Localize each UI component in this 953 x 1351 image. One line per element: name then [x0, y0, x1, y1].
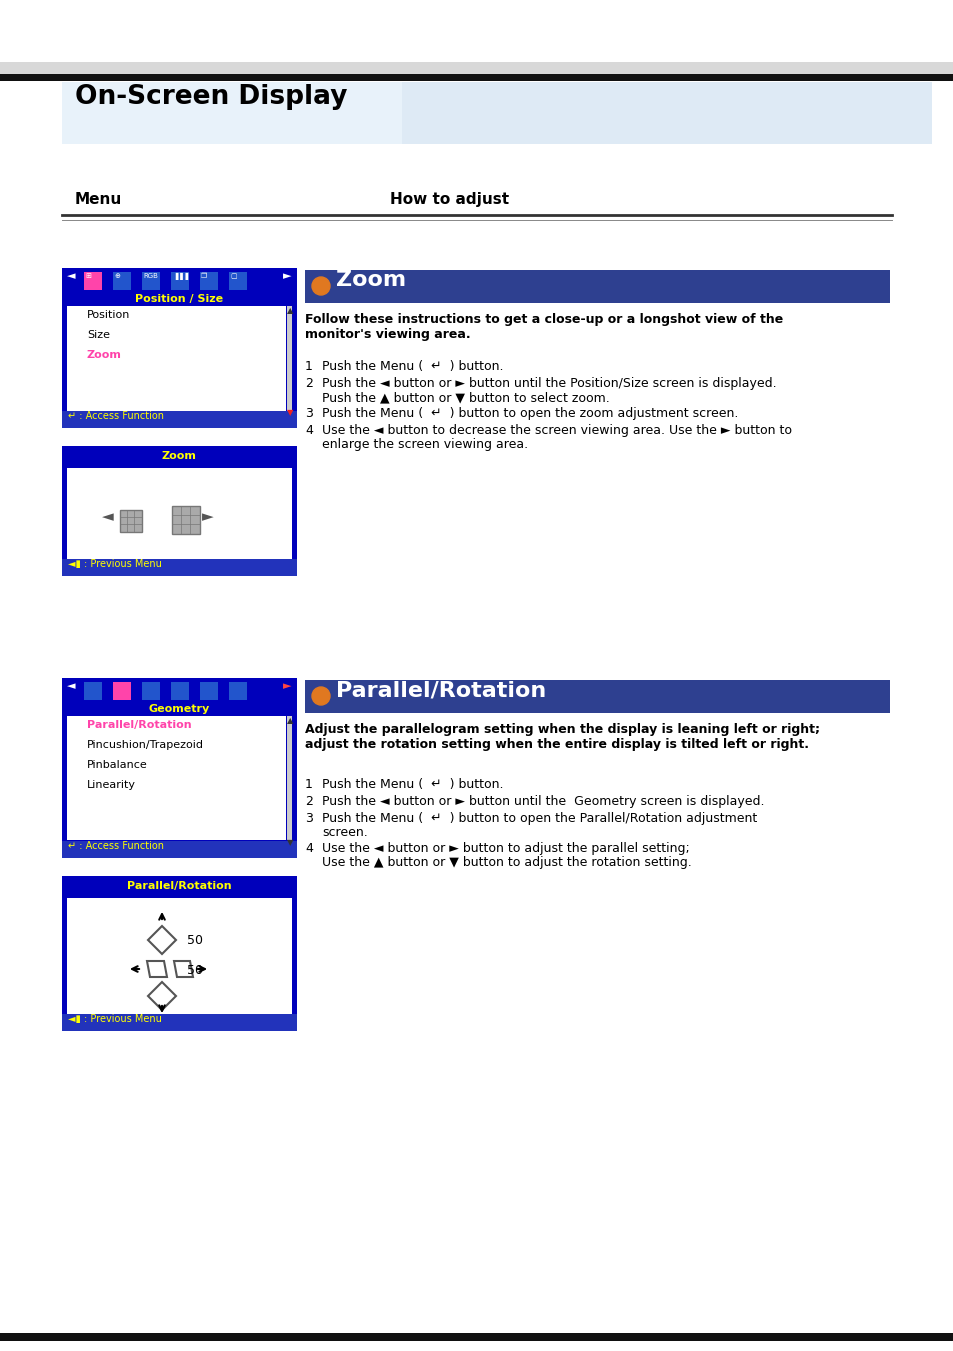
Bar [62, 82, 401, 145]
Text: ►: ► [283, 681, 292, 690]
Text: ▲: ▲ [287, 716, 294, 725]
Text: 3: 3 [305, 407, 313, 420]
Text: ▼: ▼ [287, 838, 294, 847]
Text: 1: 1 [305, 778, 313, 790]
Bar [62, 875, 296, 1031]
Bar [399, 112, 931, 145]
Text: Size: Size [87, 330, 110, 340]
Text: ◄: ◄ [67, 681, 75, 690]
Bar [84, 682, 102, 700]
Bar [200, 682, 218, 700]
Text: Push the Menu (  ↵  ) button.: Push the Menu ( ↵ ) button. [322, 778, 503, 790]
Bar [305, 270, 889, 303]
Text: Zoom: Zoom [335, 270, 406, 290]
Bar [171, 272, 189, 290]
Text: ⊕: ⊕ [113, 273, 120, 280]
Bar [67, 467, 292, 561]
Bar [229, 682, 247, 700]
Bar [172, 507, 200, 534]
Text: Push the ◄ button or ► button until the Position/Size screen is displayed.: Push the ◄ button or ► button until the … [322, 377, 776, 390]
Text: Parallel/Rotation: Parallel/Rotation [127, 881, 231, 892]
Bar [287, 716, 292, 840]
Text: Follow these instructions to get a close-up or a longshot view of the
monitor's : Follow these instructions to get a close… [305, 313, 782, 340]
Bar [62, 559, 296, 576]
Text: enlarge the screen viewing area.: enlarge the screen viewing area. [322, 438, 528, 451]
Bar [62, 1015, 296, 1031]
Bar [0, 62, 953, 74]
Text: 50: 50 [187, 965, 203, 977]
Text: Push the ◄ button or ► button until the  Geometry screen is displayed.: Push the ◄ button or ► button until the … [322, 794, 763, 808]
Bar [62, 446, 296, 576]
Text: 4: 4 [305, 424, 313, 436]
Text: ◄: ◄ [102, 509, 113, 524]
Text: Pincushion/Trapezoid: Pincushion/Trapezoid [87, 740, 204, 750]
Bar [142, 272, 160, 290]
Text: ▼: ▼ [287, 408, 294, 417]
Text: ◄: ◄ [67, 272, 75, 281]
Bar [120, 509, 142, 532]
Text: Use the ▲ button or ▼ button to adjust the rotation setting.: Use the ▲ button or ▼ button to adjust t… [322, 857, 691, 869]
Bar [62, 678, 296, 858]
Bar [67, 716, 286, 840]
Bar [171, 682, 189, 700]
Text: 2: 2 [305, 794, 313, 808]
Text: ⊞: ⊞ [85, 273, 91, 280]
Bar [84, 272, 102, 290]
Text: Push the Menu (  ↵  ) button to open the zoom adjustment screen.: Push the Menu ( ↵ ) button to open the z… [322, 407, 738, 420]
Text: Push the Menu (  ↵  ) button to open the Parallel/Rotation adjustment: Push the Menu ( ↵ ) button to open the P… [322, 812, 757, 825]
Bar [67, 898, 292, 1015]
Bar [287, 305, 292, 411]
Text: Parallel/Rotation: Parallel/Rotation [335, 680, 546, 700]
Text: Adjust the parallelogram setting when the display is leaning left or right;
adju: Adjust the parallelogram setting when th… [305, 723, 820, 751]
Bar [67, 305, 286, 411]
Text: 3: 3 [305, 812, 313, 825]
Text: On-Screen Display: On-Screen Display [75, 84, 347, 109]
Text: 4: 4 [305, 842, 313, 855]
Text: ▐▐▐: ▐▐▐ [172, 273, 188, 280]
Text: ►: ► [202, 509, 213, 524]
Bar [142, 682, 160, 700]
Bar [112, 682, 131, 700]
Text: Push the ▲ button or ▼ button to select zoom.: Push the ▲ button or ▼ button to select … [322, 390, 609, 404]
Text: ❐: ❐ [201, 273, 207, 280]
Text: screen.: screen. [322, 825, 367, 839]
Bar [229, 272, 247, 290]
Text: ↵ : Access Function: ↵ : Access Function [68, 411, 164, 422]
Text: 2: 2 [305, 377, 313, 390]
Text: Use the ◄ button or ► button to adjust the parallel setting;: Use the ◄ button or ► button to adjust t… [322, 842, 689, 855]
Text: ◄▮ : Previous Menu: ◄▮ : Previous Menu [68, 1015, 162, 1024]
Text: Push the Menu (  ↵  ) button.: Push the Menu ( ↵ ) button. [322, 359, 503, 373]
Bar [305, 680, 889, 713]
Text: Position: Position [87, 309, 131, 320]
Bar [62, 411, 296, 428]
Bar [62, 267, 296, 428]
Text: ◄▮ : Previous Menu: ◄▮ : Previous Menu [68, 559, 162, 569]
Text: Parallel/Rotation: Parallel/Rotation [87, 720, 192, 730]
Circle shape [312, 688, 330, 705]
Bar [0, 74, 953, 81]
Circle shape [312, 277, 330, 295]
Text: Menu: Menu [75, 192, 122, 207]
Text: Zoom: Zoom [87, 350, 122, 359]
Text: Pinbalance: Pinbalance [87, 761, 148, 770]
Text: Zoom: Zoom [161, 451, 196, 461]
Text: ↵ : Access Function: ↵ : Access Function [68, 842, 164, 851]
Text: ►: ► [283, 272, 292, 281]
Text: Position / Size: Position / Size [134, 295, 223, 304]
Text: ▢: ▢ [230, 273, 236, 280]
Bar [62, 82, 931, 145]
Bar [112, 272, 131, 290]
Text: Geometry: Geometry [149, 704, 210, 713]
Text: Linearity: Linearity [87, 780, 136, 790]
Text: 1: 1 [305, 359, 313, 373]
Bar [62, 842, 296, 858]
Text: Use the ◄ button to decrease the screen viewing area. Use the ► button to: Use the ◄ button to decrease the screen … [322, 424, 791, 436]
Text: RGB: RGB [143, 273, 157, 280]
Text: 50: 50 [187, 934, 203, 947]
Text: ▲: ▲ [287, 305, 294, 315]
Bar [200, 272, 218, 290]
Bar [0, 1333, 953, 1342]
Text: How to adjust: How to adjust [390, 192, 509, 207]
